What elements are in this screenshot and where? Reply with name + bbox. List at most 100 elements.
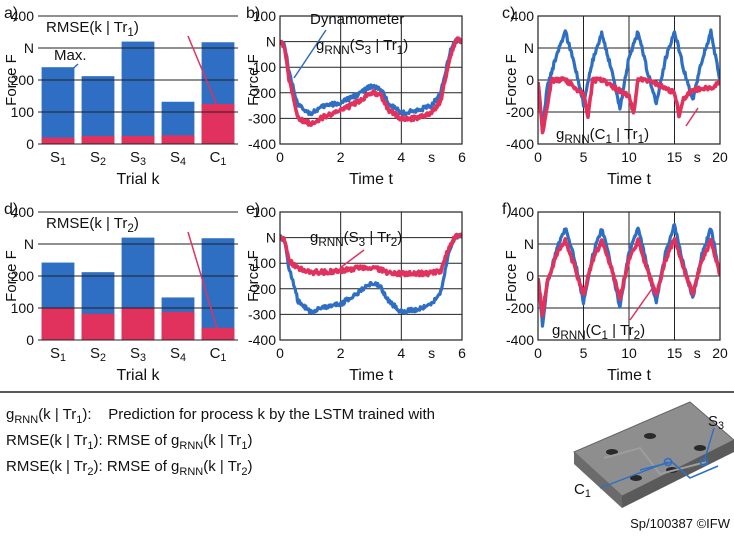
x-unit-label: s (428, 149, 435, 165)
x-axis-label: Time t (607, 367, 651, 384)
legend-definition: RMSE of gRNN(k | Tr1) (106, 432, 253, 452)
x-tick-label: S2 (90, 149, 106, 168)
y-tick-label: -100 (248, 255, 276, 271)
x-tick-label: S3 (130, 345, 146, 364)
y-tick-label: 100 (11, 300, 35, 316)
leader-line (187, 35, 219, 109)
series-label-rmse: RMSE(k | Tr1) (46, 19, 139, 39)
panel-letter: c) (502, 5, 515, 22)
x-axis-label: Time t (349, 367, 393, 384)
y-tick-label: -400 (248, 332, 276, 348)
y-tick-label: 200 (11, 72, 35, 88)
x-axis-label: Time t (349, 171, 393, 188)
series-prediction (280, 36, 462, 127)
y-tick-label: -300 (248, 110, 276, 126)
fixture-illustration: S3 C1 (573, 401, 734, 508)
y-tick-label: -200 (248, 281, 276, 297)
x-tick-label: 10 (621, 345, 637, 361)
x-axis-label: Trial k (117, 367, 161, 384)
plot-frame (279, 211, 463, 341)
y-axis-label: Force F (245, 54, 262, 106)
legend-term: RMSE(k | Tr1): (6, 432, 103, 452)
fixture-hole (630, 475, 642, 481)
bar-rmse (161, 311, 195, 340)
fixture-hole (644, 433, 656, 439)
x-tick-label: 5 (580, 149, 588, 165)
x-tick-label: 10 (621, 149, 637, 165)
bar-rmse (121, 308, 155, 340)
y-tick-label: 200 (11, 268, 35, 284)
y-tick-label: 0 (526, 72, 534, 88)
y-tick-label: 400 (511, 8, 535, 24)
y-tick-label: -100 (248, 59, 276, 75)
series-prediction (538, 76, 720, 135)
series-label-rmse: RMSE(k | Tr2) (46, 215, 139, 235)
fixture-groove (603, 446, 707, 476)
panel-e: e) Force F -400 -300 -200 -100 N 100 0 2 4 6 s Time t… (245, 201, 466, 384)
fixture-label-c1: C1 (574, 481, 591, 500)
y-axis-label: Force F (503, 250, 520, 302)
x-tick-label: 0 (534, 149, 542, 165)
credit-text: Sp/100387 ©IFW (630, 516, 730, 531)
leader-line (187, 231, 219, 333)
y-unit-label: N (24, 236, 34, 252)
y-unit-label: N (524, 236, 534, 252)
y-tick-label: -400 (506, 136, 534, 152)
y-tick-label: 400 (511, 204, 535, 220)
fixture-hole (606, 449, 618, 455)
y-tick-label: -400 (506, 332, 534, 348)
x-tick-label: 15 (667, 149, 683, 165)
series-label-prediction: gRNN(C1 | Tr1) (556, 126, 649, 146)
legend-term: gRNN(k | Tr1): (6, 406, 92, 426)
x-tick-label: 4 (397, 149, 405, 165)
x-tick-label: S1 (50, 345, 66, 364)
plot-frame (279, 15, 463, 145)
series-prediction (280, 232, 462, 278)
x-axis-label: Time t (607, 171, 651, 188)
legend-definition: RMSE of gRNN(k | Tr2) (106, 458, 253, 478)
y-tick-label: 0 (526, 268, 534, 284)
series-dynamometer (280, 37, 462, 117)
x-tick-label: 6 (458, 345, 466, 361)
bar-rmse (161, 135, 195, 144)
y-tick-label: 100 (253, 204, 277, 220)
panel-letter: a) (4, 5, 18, 22)
legend-line-1: gRNN(k | Tr1): Prediction for process k … (6, 406, 435, 426)
series-prediction (538, 237, 720, 318)
y-unit-label: N (524, 40, 534, 56)
fixture-label-s3: S3 (708, 413, 724, 432)
panel-letter: e) (246, 201, 260, 218)
bar-max (41, 67, 75, 144)
x-tick-label: S4 (170, 345, 186, 364)
sensor-c1 (663, 457, 673, 467)
y-unit-label: N (266, 230, 276, 246)
leader-line (339, 249, 365, 269)
x-tick-label: C1 (210, 149, 227, 168)
sensor-s3 (699, 457, 709, 467)
bar-rmse (201, 327, 235, 340)
bar-max (121, 41, 155, 144)
x-tick-label: 4 (397, 345, 405, 361)
x-tick-label: 5 (580, 345, 588, 361)
y-tick-label: -200 (506, 300, 534, 316)
leader-line (685, 107, 699, 127)
bar-max (81, 76, 115, 144)
y-tick-label: 0 (26, 136, 34, 152)
leader-line (293, 29, 327, 79)
series-label-dynamometer: Dynamometer (310, 11, 404, 28)
leader-line (703, 427, 715, 463)
x-tick-label: 20 (712, 345, 728, 361)
y-unit-label: N (24, 40, 34, 56)
plot-frame (537, 211, 721, 341)
fixture-hole (694, 445, 706, 451)
y-axis-label: Force F (503, 54, 520, 106)
series-label-prediction: gRNN(S3 | Tr1) (316, 37, 408, 57)
bar-max (201, 238, 235, 340)
panel-letter: f) (502, 201, 512, 218)
panel-letter: d) (4, 201, 18, 218)
x-tick-label: 15 (667, 345, 683, 361)
x-tick-label: S4 (170, 149, 186, 168)
bar-rmse (41, 308, 75, 340)
y-tick-label: -300 (248, 306, 276, 322)
